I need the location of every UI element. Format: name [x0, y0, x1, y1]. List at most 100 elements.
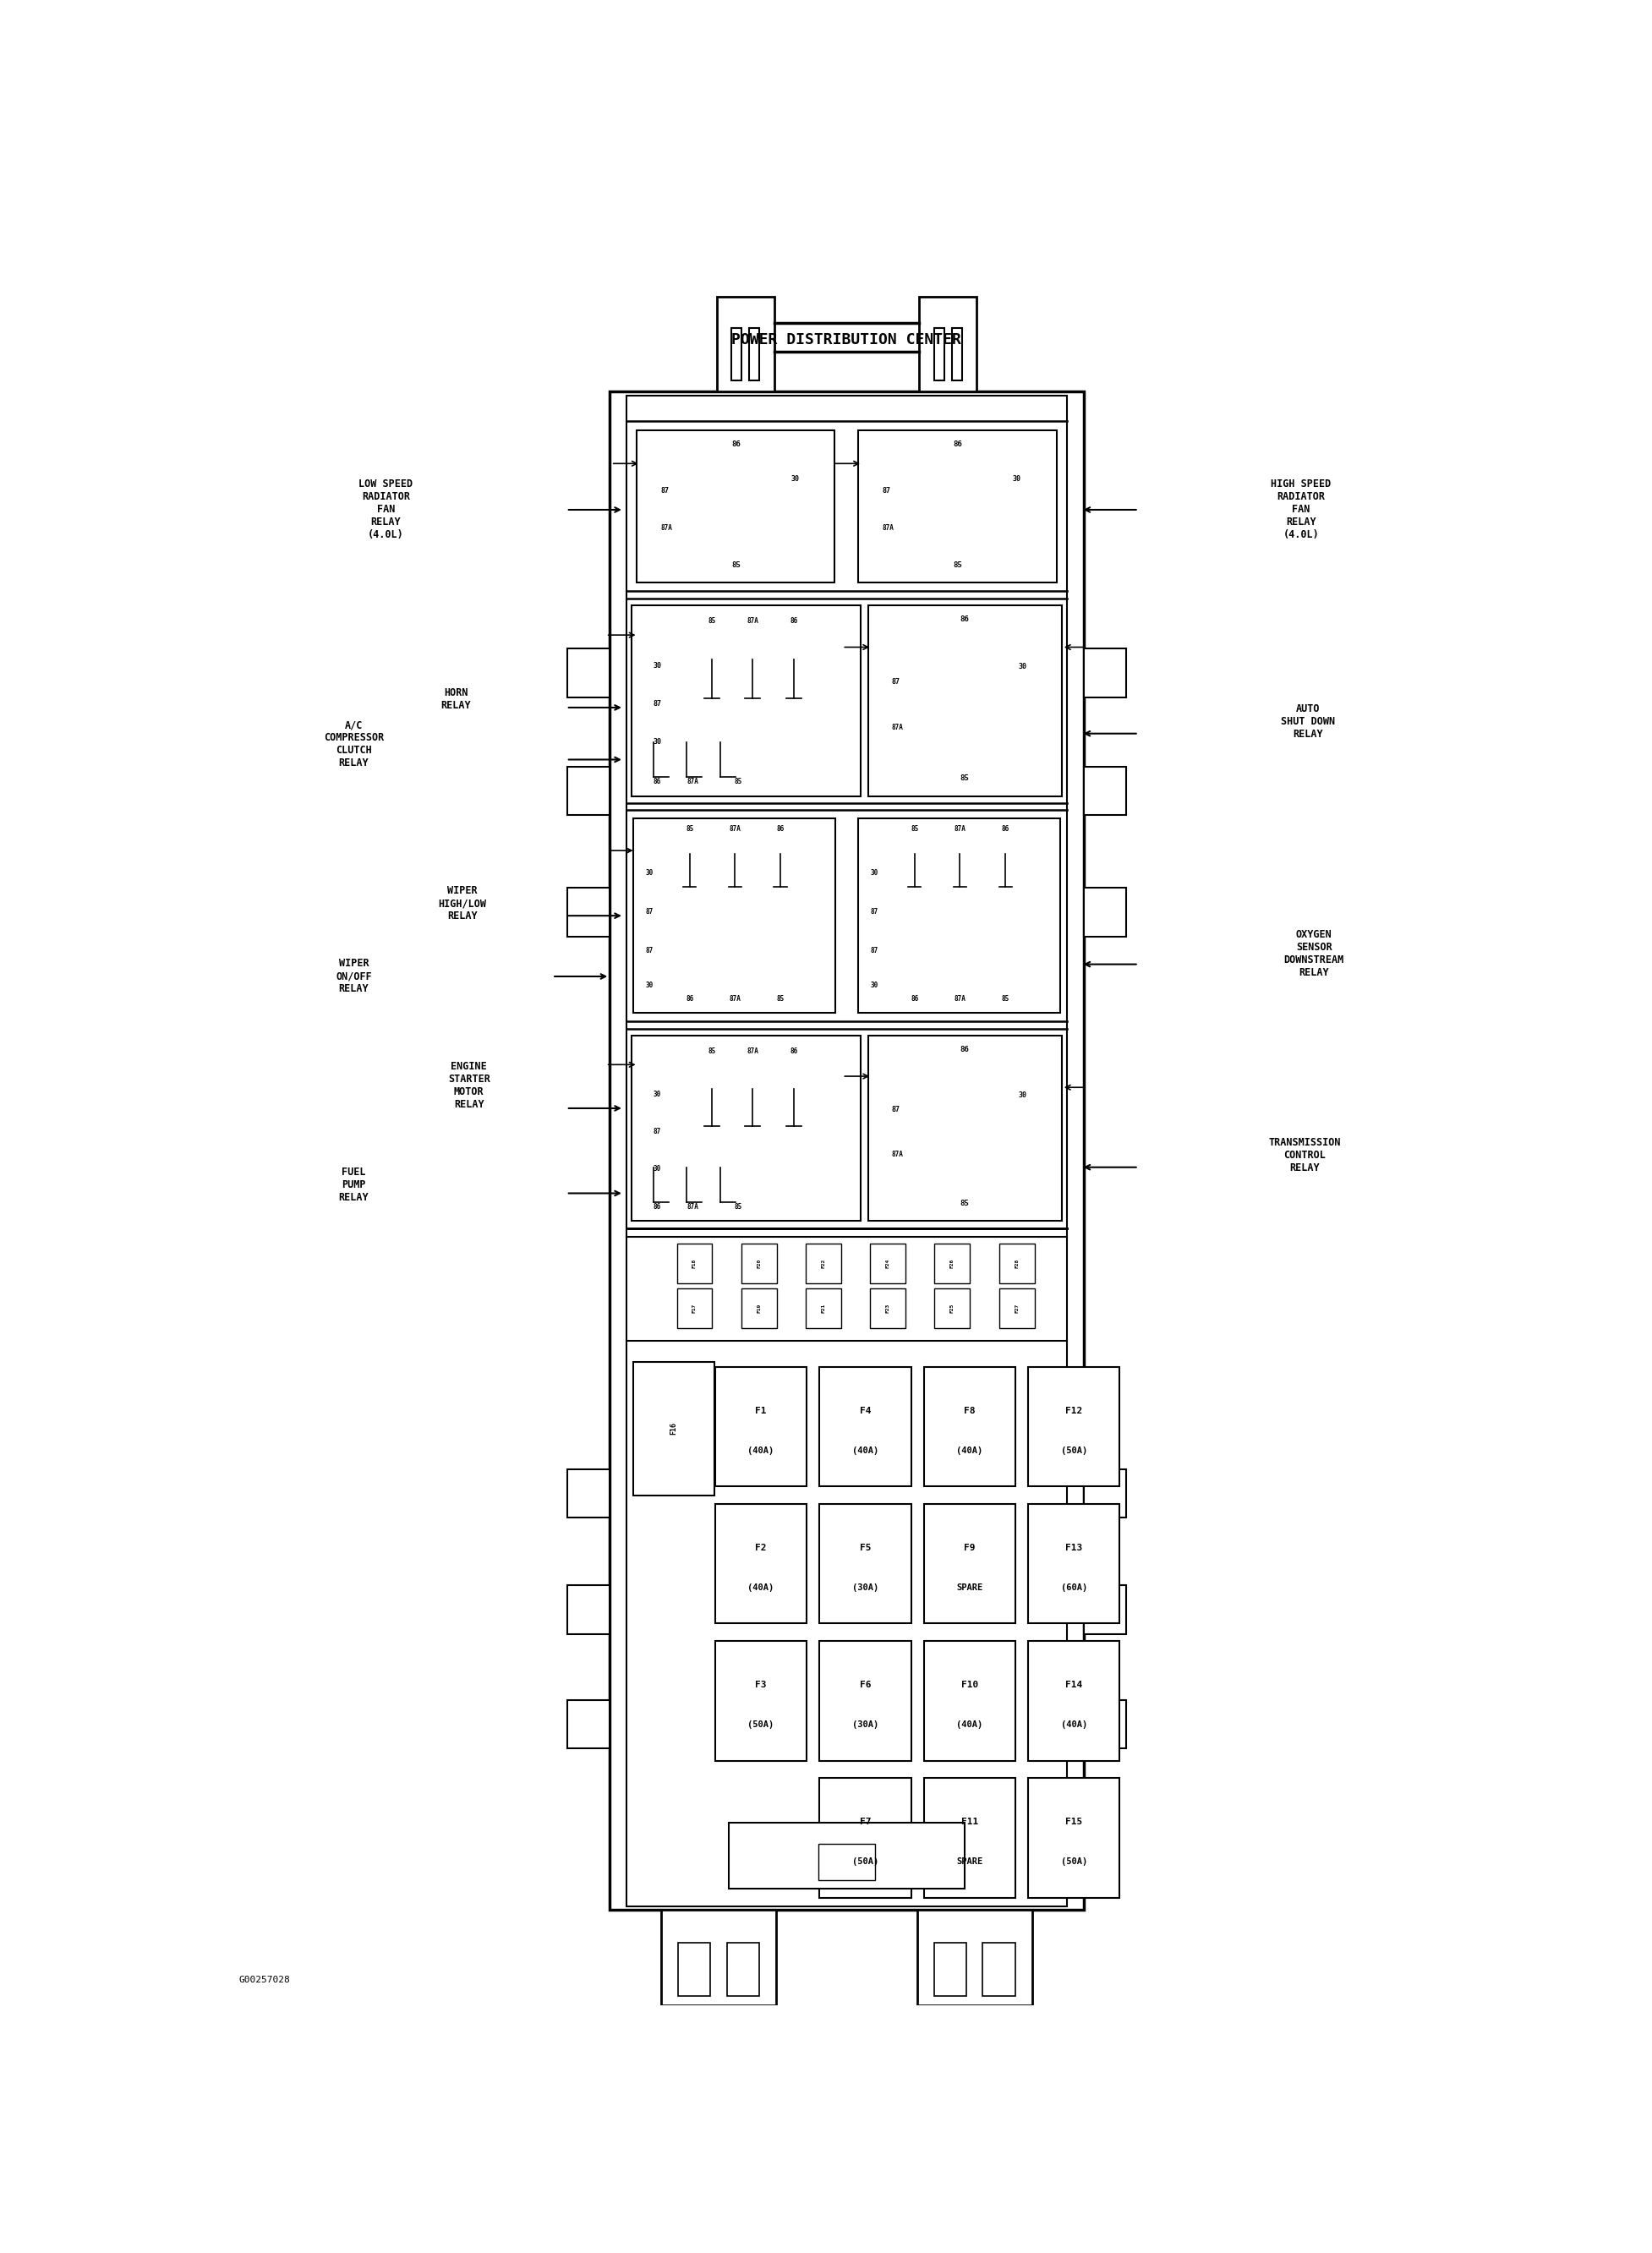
- Bar: [890, 942, 919, 958]
- Bar: [568, 1586, 610, 1633]
- Bar: [945, 755, 985, 773]
- Bar: [818, 1843, 876, 1881]
- Text: 85: 85: [776, 996, 785, 1003]
- Bar: [919, 518, 958, 534]
- Bar: [983, 1942, 1014, 1996]
- Bar: [1028, 1503, 1120, 1624]
- Bar: [568, 766, 610, 816]
- Bar: [671, 1122, 702, 1138]
- Text: F21: F21: [821, 1304, 826, 1313]
- Text: 87A: 87A: [687, 1203, 699, 1210]
- Bar: [664, 865, 694, 881]
- Text: 87A: 87A: [729, 825, 740, 834]
- Bar: [927, 669, 965, 689]
- Text: (40A): (40A): [852, 1446, 879, 1455]
- Bar: [945, 1181, 985, 1199]
- Text: SPARE: SPARE: [957, 1856, 983, 1865]
- Text: 87A: 87A: [747, 617, 758, 624]
- Text: 85: 85: [910, 825, 919, 834]
- Bar: [695, 518, 735, 534]
- Text: F6: F6: [859, 1681, 871, 1690]
- Bar: [631, 1036, 861, 1221]
- Bar: [568, 1469, 610, 1519]
- Bar: [806, 1289, 841, 1329]
- Text: (30A): (30A): [852, 1584, 879, 1593]
- Text: FUEL
PUMP
RELAY: FUEL PUMP RELAY: [339, 1167, 368, 1203]
- Text: F19: F19: [757, 1304, 762, 1313]
- Text: 86: 86: [790, 1048, 798, 1054]
- Text: F13: F13: [1066, 1543, 1082, 1552]
- Bar: [732, 329, 742, 381]
- Text: (60A): (60A): [1061, 1584, 1087, 1593]
- Text: 87A: 87A: [890, 723, 904, 732]
- Bar: [819, 1778, 912, 1897]
- Bar: [999, 1244, 1034, 1284]
- Text: 85: 85: [953, 561, 961, 568]
- Text: 87A: 87A: [955, 825, 966, 834]
- Text: F27: F27: [1014, 1304, 1019, 1313]
- Bar: [568, 1699, 610, 1748]
- Text: 86: 86: [1001, 825, 1009, 834]
- Bar: [933, 329, 943, 381]
- Text: 87: 87: [871, 946, 879, 955]
- Text: 87A: 87A: [955, 996, 966, 1003]
- Text: 85: 85: [732, 561, 740, 568]
- Bar: [871, 1289, 905, 1329]
- Text: 86: 86: [953, 439, 961, 448]
- Text: AUTO
SHUT DOWN
RELAY: AUTO SHUT DOWN RELAY: [1280, 703, 1335, 739]
- Bar: [715, 1503, 806, 1624]
- Bar: [715, 1640, 806, 1760]
- Text: 87: 87: [871, 908, 879, 915]
- Text: 30: 30: [653, 1090, 661, 1097]
- Bar: [859, 430, 1057, 584]
- Text: 87A: 87A: [729, 996, 740, 1003]
- Bar: [923, 1640, 1016, 1760]
- Bar: [671, 694, 702, 712]
- Bar: [626, 394, 1067, 1906]
- Text: 85: 85: [707, 617, 715, 624]
- Bar: [890, 865, 919, 881]
- Bar: [938, 550, 978, 563]
- Bar: [610, 392, 1084, 1911]
- Bar: [568, 888, 610, 937]
- Text: WIPER
HIGH/LOW
RELAY: WIPER HIGH/LOW RELAY: [438, 885, 487, 921]
- Bar: [1084, 1586, 1125, 1633]
- Text: F20: F20: [757, 1259, 762, 1268]
- Text: A/C
COMPRESSOR
CLUTCH
RELAY: A/C COMPRESSOR CLUTCH RELAY: [324, 719, 383, 768]
- Bar: [1028, 1368, 1120, 1487]
- Text: F15: F15: [1066, 1818, 1082, 1827]
- Text: 87A: 87A: [661, 525, 672, 532]
- Text: HORN
RELAY: HORN RELAY: [441, 687, 471, 710]
- Bar: [923, 1368, 1016, 1487]
- Bar: [568, 649, 610, 696]
- Bar: [1028, 1778, 1120, 1897]
- Text: 87: 87: [890, 1106, 900, 1113]
- Bar: [664, 942, 694, 958]
- Text: 87: 87: [882, 487, 890, 496]
- Bar: [890, 903, 919, 919]
- Bar: [1084, 1699, 1125, 1748]
- Bar: [806, 1244, 841, 1284]
- Text: 30: 30: [646, 982, 654, 989]
- Text: TRANSMISSION
CONTROL
RELAY: TRANSMISSION CONTROL RELAY: [1269, 1138, 1341, 1174]
- Text: F17: F17: [692, 1304, 697, 1313]
- Text: 85: 85: [733, 777, 742, 786]
- Text: 30: 30: [653, 1165, 661, 1172]
- Bar: [871, 1244, 905, 1284]
- Text: F10: F10: [961, 1681, 978, 1690]
- Bar: [631, 606, 861, 795]
- Text: 87: 87: [661, 487, 669, 496]
- Text: F8: F8: [963, 1406, 975, 1415]
- Text: 85: 85: [960, 775, 970, 782]
- Text: OXYGEN
SENSOR
DOWNSTREAM
RELAY: OXYGEN SENSOR DOWNSTREAM RELAY: [1284, 928, 1345, 978]
- Bar: [976, 1086, 1016, 1104]
- Text: 87: 87: [646, 946, 654, 955]
- Text: F22: F22: [821, 1259, 826, 1268]
- Bar: [927, 716, 965, 734]
- Text: 86: 86: [960, 1045, 970, 1052]
- Text: 86: 86: [790, 617, 798, 624]
- Text: F11: F11: [961, 1818, 978, 1827]
- Bar: [999, 1289, 1034, 1329]
- Text: 85: 85: [686, 825, 694, 834]
- Text: 86: 86: [653, 777, 661, 786]
